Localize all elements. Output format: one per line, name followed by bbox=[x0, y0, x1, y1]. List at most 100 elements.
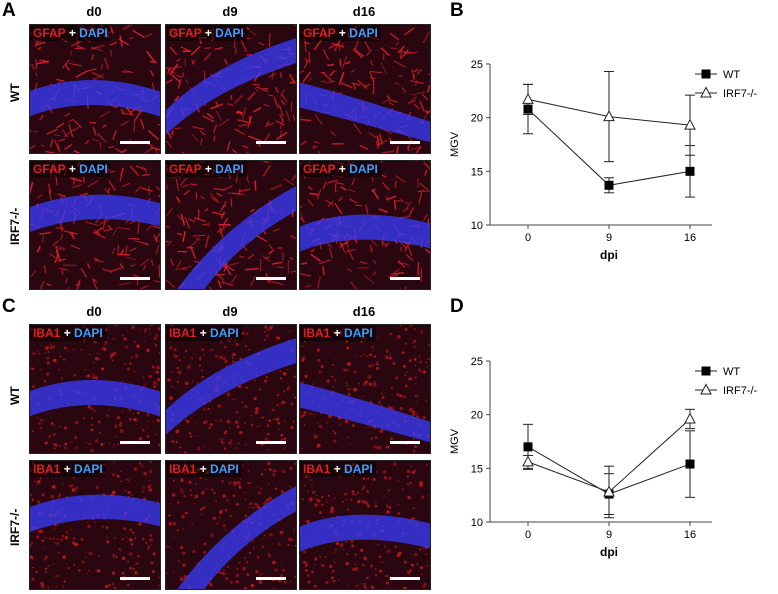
microglia-speck bbox=[316, 443, 321, 448]
astrocyte-process bbox=[408, 207, 415, 217]
astrocyte-process bbox=[68, 124, 74, 137]
microglia-speck bbox=[104, 584, 109, 589]
astrocyte-process bbox=[219, 200, 227, 213]
microglia-speck bbox=[289, 330, 291, 332]
microglia-speck bbox=[343, 492, 348, 496]
microglia-speck bbox=[168, 402, 170, 404]
microglia-speck bbox=[46, 372, 50, 376]
astrocyte-process bbox=[204, 235, 210, 248]
microglia-speck bbox=[264, 468, 267, 471]
microglia-speck bbox=[183, 451, 187, 453]
astrocyte-process bbox=[43, 265, 47, 274]
microglia-speck bbox=[81, 560, 85, 564]
astrocyte-process bbox=[292, 114, 296, 121]
microglia-speck bbox=[264, 325, 268, 329]
microglia-speck bbox=[347, 584, 350, 586]
microglia-speck bbox=[343, 548, 345, 551]
astrocyte-process bbox=[303, 41, 310, 45]
microglia-speck bbox=[173, 536, 175, 538]
astrocyte-process bbox=[175, 178, 180, 192]
astrocyte-process bbox=[86, 263, 91, 269]
microglia-speck bbox=[289, 485, 292, 488]
astrocyte-process bbox=[34, 41, 40, 47]
microglia-speck bbox=[36, 479, 41, 484]
microglia-speck bbox=[73, 436, 78, 440]
astrocyte-process bbox=[200, 195, 205, 200]
microglia-speck bbox=[351, 490, 355, 494]
microglia-speck bbox=[304, 340, 307, 343]
astrocyte-process bbox=[99, 142, 102, 150]
microglia-speck bbox=[40, 582, 45, 586]
astrocyte-process bbox=[103, 166, 112, 172]
microglia-speck bbox=[93, 410, 96, 413]
microglia-speck bbox=[409, 481, 412, 485]
microglia-speck bbox=[359, 334, 362, 337]
astrocyte-process bbox=[300, 205, 303, 208]
astrocyte-process bbox=[91, 54, 94, 61]
microglia-speck bbox=[38, 421, 42, 425]
microglia-speck bbox=[334, 379, 337, 382]
microglia-speck bbox=[179, 446, 182, 449]
microglia-speck bbox=[241, 401, 244, 404]
microglia-speck bbox=[157, 327, 160, 331]
astrocyte-process bbox=[175, 196, 181, 204]
microglia-speck bbox=[84, 551, 87, 554]
microglia-speck bbox=[59, 425, 62, 428]
microglia-speck bbox=[44, 537, 47, 539]
astrocyte-process bbox=[39, 280, 45, 289]
microglia-speck bbox=[395, 339, 397, 342]
astrocyte-process bbox=[69, 62, 82, 67]
microglia-speck bbox=[191, 357, 194, 360]
microglia-speck bbox=[255, 569, 259, 574]
astrocyte-process bbox=[350, 69, 356, 73]
astrocyte-process bbox=[114, 147, 122, 153]
microglia-speck bbox=[45, 571, 47, 573]
microglia-speck bbox=[300, 447, 303, 450]
astrocyte-process bbox=[195, 237, 201, 241]
microglia-speck bbox=[147, 547, 149, 550]
microglia-speck bbox=[151, 570, 155, 574]
microglia-speck bbox=[268, 482, 270, 485]
microglia-speck bbox=[363, 582, 367, 586]
microglia-speck bbox=[316, 422, 318, 425]
astrocyte-process bbox=[87, 180, 99, 187]
microglia-speck bbox=[371, 364, 375, 367]
microglia-speck bbox=[75, 446, 78, 449]
microglia-speck bbox=[265, 501, 268, 504]
microglia-speck bbox=[43, 558, 47, 561]
microglia-speck bbox=[209, 329, 212, 333]
microglia-speck bbox=[190, 521, 194, 525]
microglia-speck bbox=[71, 488, 76, 492]
microglia-speck bbox=[74, 486, 79, 491]
legend-marker-irf7 bbox=[700, 86, 712, 98]
microglia-speck bbox=[104, 328, 108, 331]
microglia-speck bbox=[85, 332, 87, 335]
microglia-speck bbox=[149, 469, 153, 473]
microglia-speck bbox=[276, 336, 281, 340]
microglia-speck bbox=[290, 426, 294, 430]
microglia-speck bbox=[301, 356, 306, 361]
astrocyte-process bbox=[262, 161, 269, 164]
astrocyte-process bbox=[347, 27, 350, 38]
astrocyte-process bbox=[110, 267, 122, 272]
astrocyte-process bbox=[174, 26, 183, 33]
astrocyte-process bbox=[346, 268, 353, 273]
astrocyte-process bbox=[368, 131, 377, 139]
microglia-speck bbox=[106, 536, 108, 539]
astrocyte-process bbox=[199, 130, 206, 136]
microglia-speck bbox=[312, 468, 316, 473]
astrocyte-process bbox=[351, 178, 356, 186]
microglia-speck bbox=[368, 426, 371, 428]
microglia-speck bbox=[286, 369, 288, 371]
microglia-speck bbox=[111, 583, 114, 586]
microglia-speck bbox=[136, 423, 138, 426]
astrocyte-process bbox=[213, 135, 216, 142]
microglia-speck bbox=[205, 487, 208, 490]
microglia-speck bbox=[31, 461, 36, 465]
microglia-speck bbox=[399, 394, 403, 398]
astrocyte-process bbox=[169, 63, 179, 76]
microglia-speck bbox=[130, 356, 133, 359]
microglia-speck bbox=[137, 554, 140, 558]
micrograph-gfap-irf7-d9: GFAP + DAPI bbox=[165, 160, 297, 290]
astrocyte-process bbox=[171, 130, 174, 136]
